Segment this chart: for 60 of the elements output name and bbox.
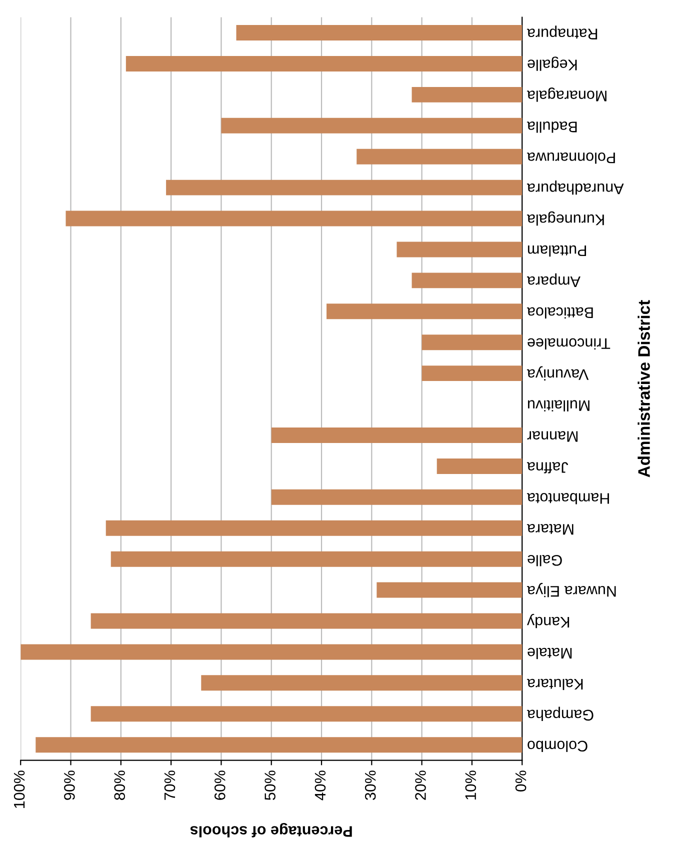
x-tick-label: 60% — [214, 770, 226, 800]
bar — [20, 644, 522, 660]
y-tick-label: Kalutara — [526, 678, 583, 690]
x-tick-label: 30% — [364, 770, 376, 800]
x-tick-label: 0% — [515, 770, 526, 792]
x-tick-label: 80% — [114, 770, 126, 800]
y-tick-label: Jaffna — [526, 462, 568, 474]
y-tick-label: Kurunegala — [526, 211, 604, 226]
y-tick-label: Gampaha — [526, 706, 594, 721]
y-tick-label: Ratnapura — [526, 26, 598, 40]
x-tick-label: 100% — [14, 770, 25, 808]
bar — [110, 551, 522, 567]
y-tick-label: Mullaitivu — [528, 400, 590, 412]
y-tick-label: Badulla — [526, 122, 577, 133]
bar — [396, 242, 522, 258]
y-tick-label: Batticaloa — [526, 307, 593, 319]
bar — [326, 304, 522, 320]
y-axis-title: Administrative District — [638, 300, 650, 478]
bar — [271, 489, 522, 505]
x-tick-label: 40% — [314, 770, 326, 800]
y-tick-label: Matale — [528, 648, 572, 660]
bar — [166, 180, 522, 196]
y-tick-label: Colombo — [528, 740, 588, 752]
x-tick-label: 20% — [415, 770, 426, 800]
bar — [90, 706, 522, 722]
y-tick-label: Monaragala — [526, 88, 606, 102]
bar — [412, 86, 522, 102]
y-tick-label: Hambantota — [526, 493, 609, 504]
x-tick-label: 10% — [465, 770, 476, 800]
bar — [221, 118, 522, 134]
y-tick-label: Matara — [526, 524, 574, 535]
bar — [412, 272, 522, 288]
y-tick-label: Nuwara Eliya — [526, 582, 616, 598]
bar — [126, 56, 522, 72]
y-tick-label: Polonnaruwa — [526, 152, 615, 164]
x-tick-label: 50% — [264, 770, 276, 800]
x-tick-label: 90% — [64, 770, 75, 800]
bar — [106, 520, 522, 536]
bar — [36, 737, 522, 753]
x-tick-label: 70% — [164, 770, 176, 800]
bar — [271, 428, 522, 443]
bar — [236, 25, 522, 40]
x-axis-title: Percentage of schools — [190, 823, 352, 838]
y-tick-label: Kandy — [527, 614, 570, 628]
y-tick-label: Puttalam — [528, 245, 586, 257]
y-tick-label: Mannar — [527, 431, 578, 442]
bar — [356, 148, 522, 164]
y-tick-label: Trincomalee — [528, 338, 610, 350]
y-tick-label: Kegalle — [528, 56, 577, 71]
bar — [90, 613, 522, 629]
bar — [376, 582, 522, 598]
bar — [422, 366, 522, 382]
y-tick-label: Galle — [528, 554, 562, 566]
y-tick-label: Ampara — [526, 273, 580, 287]
y-tick-label: Anuradhapura — [526, 180, 624, 195]
y-tick-label: Vavuniya — [526, 366, 589, 380]
bar — [201, 675, 522, 691]
bar — [436, 458, 522, 474]
bar — [422, 334, 522, 350]
bar — [66, 210, 522, 226]
